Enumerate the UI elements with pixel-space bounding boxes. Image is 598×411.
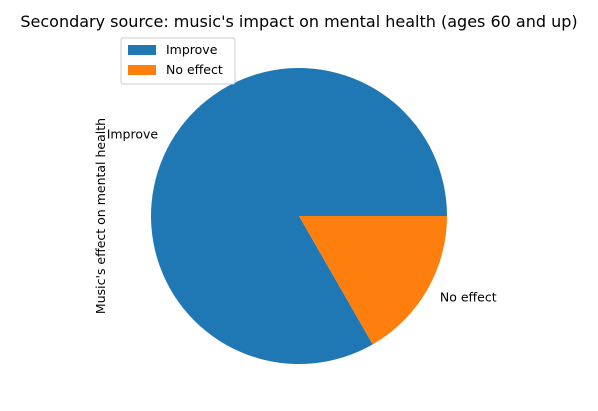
y-axis-label: Music's effect on mental health bbox=[93, 118, 108, 314]
pie-slice-improve bbox=[151, 68, 447, 365]
pie-slice-no-effect bbox=[299, 216, 447, 345]
legend-swatch-no-effect bbox=[128, 65, 156, 75]
legend-label-improve: Improve bbox=[166, 42, 218, 57]
pie-slices bbox=[151, 68, 447, 365]
slice-label-improve: Improve bbox=[107, 126, 159, 141]
legend: Improve No effect bbox=[120, 37, 236, 85]
slice-label-no-effect: No effect bbox=[440, 290, 497, 305]
legend-label-no-effect: No effect bbox=[166, 62, 223, 77]
chart-title: Secondary source: music's impact on ment… bbox=[20, 12, 577, 31]
legend-swatch-improve bbox=[128, 45, 156, 55]
pie-slice-labels: Improve No effect bbox=[107, 126, 497, 304]
legend-items: Improve No effect bbox=[128, 42, 223, 77]
